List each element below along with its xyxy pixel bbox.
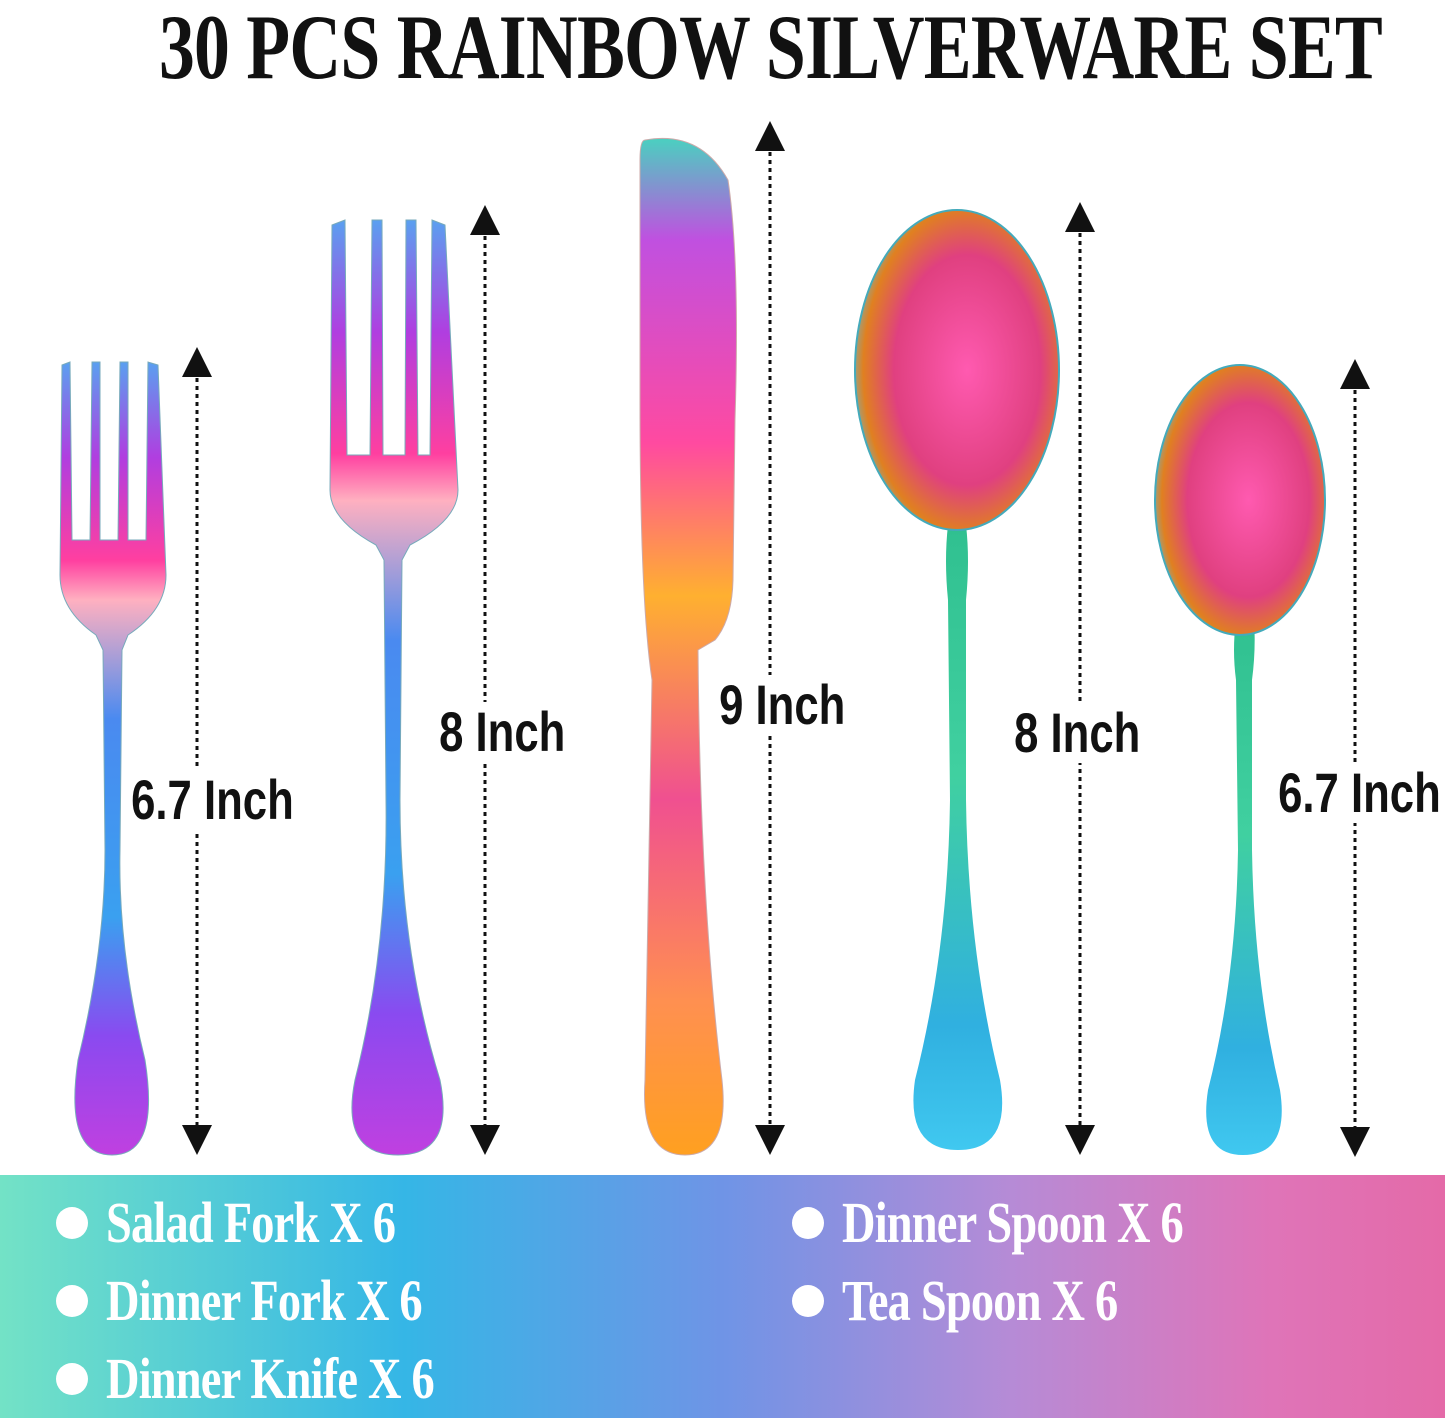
page-title: 30 PCS RAINBOW SILVERWARE SET	[158, 0, 1383, 98]
bullet-icon	[56, 1362, 88, 1395]
bullet-icon	[792, 1206, 824, 1239]
tea-spoon	[1154, 364, 1326, 1155]
dinner-fork-size: 8 Inch	[436, 702, 569, 762]
list-item: Tea Spoon X 6	[792, 1267, 1186, 1334]
salad-fork-size: 6.7 Inch	[128, 770, 297, 830]
bullet-icon	[56, 1284, 88, 1317]
bullet-icon	[56, 1206, 88, 1239]
dinner-spoon	[854, 209, 1060, 1150]
dinner-knife	[639, 137, 737, 1156]
tea-spoon-size: 6.7 Inch	[1275, 763, 1444, 823]
list-item: Dinner Knife X 6	[56, 1345, 516, 1412]
bullet-icon	[792, 1284, 824, 1317]
dinner-spoon-size: 8 Inch	[1011, 703, 1144, 763]
list-item: Dinner Spoon X 6	[792, 1189, 1268, 1256]
salad-fork	[59, 361, 167, 1156]
contents-band: Salad Fork X 6 Dinner Fork X 6 Dinner Kn…	[0, 1175, 1445, 1418]
dinner-knife-size: 9 Inch	[716, 675, 849, 735]
dinner-fork	[329, 219, 459, 1156]
list-item: Salad Fork X 6	[56, 1189, 467, 1256]
list-item: Dinner Fork X 6	[56, 1267, 501, 1334]
